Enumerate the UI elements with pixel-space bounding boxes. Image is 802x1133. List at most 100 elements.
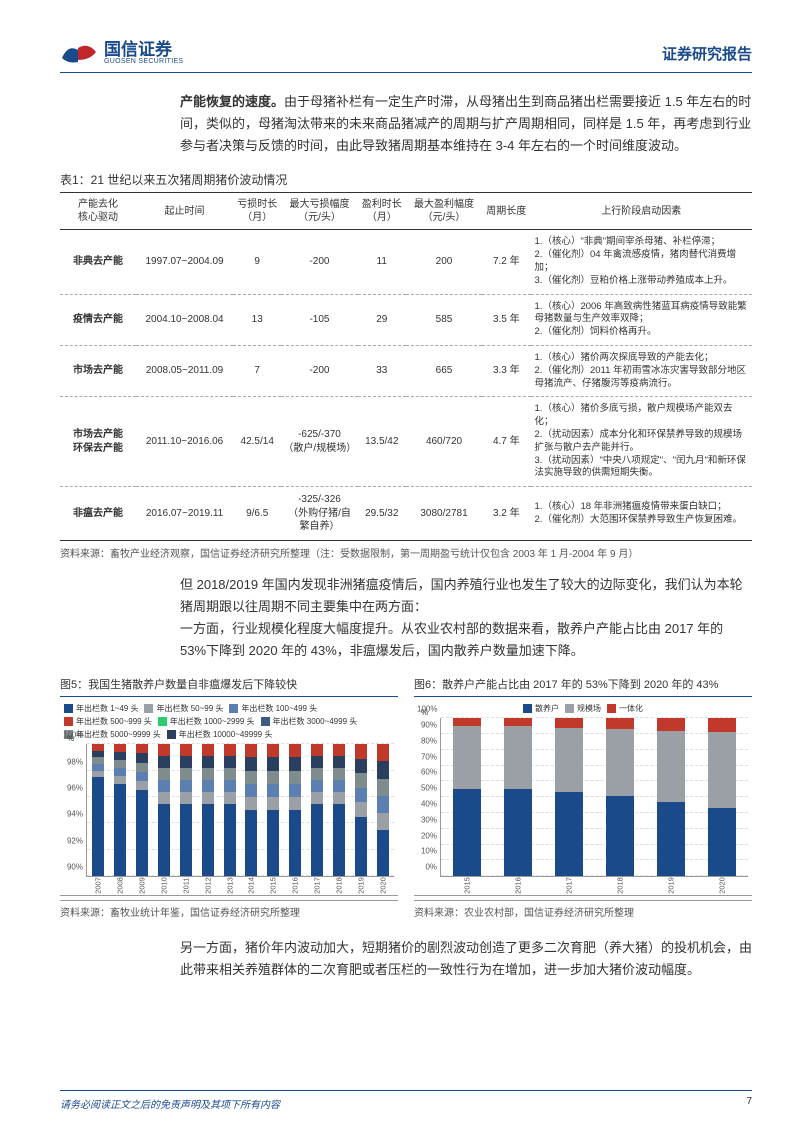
bar-stack bbox=[114, 744, 126, 876]
table-cell: 665 bbox=[406, 345, 482, 396]
table-cell: -200 bbox=[281, 230, 357, 294]
page-number: 7 bbox=[746, 1096, 752, 1111]
table-cell: -200 bbox=[281, 345, 357, 396]
bar-stack bbox=[136, 744, 148, 876]
x-tick: 2015 bbox=[269, 877, 278, 894]
table-cell: -325/-326 （外购仔猪/自 繁自养） bbox=[281, 487, 357, 541]
legend-item: 年出栏数 1000~2999 头 bbox=[158, 716, 255, 727]
bar-stack bbox=[158, 744, 170, 876]
x-tick: 2019 bbox=[357, 877, 366, 894]
fig6-plot: % 0%10%20%30%40%50%60%70%80%90%100%20152… bbox=[440, 718, 748, 877]
table-row: 非典去产能1997.07~2004.099-200112007.2 年1.（核心… bbox=[60, 230, 752, 294]
page-header: 国信证券 GUOSEN SECURITIES 证券研究报告 bbox=[60, 40, 752, 73]
x-tick: 2012 bbox=[203, 877, 212, 894]
y-tick: 94% bbox=[63, 810, 83, 819]
table-header: 盈利时长 （月） bbox=[358, 193, 406, 230]
bar-stack bbox=[245, 744, 257, 876]
chart-sources: 资料来源：畜牧业统计年鉴，国信证券经济研究所整理 资料来源：农业农村部，国信证券… bbox=[60, 900, 752, 933]
fig5-legend: 年出栏数 1~49 头年出栏数 50~99 头年出栏数 100~499 头年出栏… bbox=[64, 703, 394, 740]
table-cell: 1.（核心）"非典"期间宰杀母猪、补栏停滞； 2.（催化剂）04 年禽流感疫情，… bbox=[531, 230, 752, 294]
bar-stack bbox=[333, 744, 345, 876]
table-cell: 1.（核心）猪价两次探底导致的产能去化； 2.（催化剂）2011 年初雨雪冰冻灾… bbox=[531, 345, 752, 396]
table-cell: 2004.10~2008.04 bbox=[136, 294, 233, 345]
table1-source: 资料来源：畜牧产业经济观察，国信证券经济研究所整理（注：受数据限制，第一周期盈亏… bbox=[60, 545, 752, 560]
table-cell: 非瘟去产能 bbox=[60, 487, 136, 541]
bar-stack bbox=[224, 744, 236, 876]
table-cell: 7.2 年 bbox=[482, 230, 530, 294]
table-cell: 4.7 年 bbox=[482, 397, 530, 487]
y-tick: 30% bbox=[417, 815, 437, 824]
x-tick: 2009 bbox=[137, 877, 146, 894]
bar-stack bbox=[267, 744, 279, 876]
table-header: 起止时间 bbox=[136, 193, 233, 230]
intro-paragraph: 产能恢复的速度。由于母猪补栏有一定生产时滞，从母猪出生到商品猪出栏需要接近 1.… bbox=[180, 91, 752, 157]
table-cell: 585 bbox=[406, 294, 482, 345]
x-tick: 2015 bbox=[462, 877, 471, 894]
y-tick: 90% bbox=[417, 720, 437, 729]
table-cell: -105 bbox=[281, 294, 357, 345]
bar-stack bbox=[92, 744, 104, 876]
y-tick: 10% bbox=[417, 847, 437, 856]
x-tick: 2018 bbox=[335, 877, 344, 894]
table-cell: 11 bbox=[358, 230, 406, 294]
table-cell: 市场去产能 环保去产能 bbox=[60, 397, 136, 487]
legend-item: 年出栏数 50~99 头 bbox=[144, 703, 223, 714]
bar-stack bbox=[311, 744, 323, 876]
table-row: 市场去产能2008.05~2011.097-200336653.3 年1.（核心… bbox=[60, 345, 752, 396]
bar-stack bbox=[377, 744, 389, 876]
x-tick: 2013 bbox=[225, 877, 234, 894]
y-tick: 20% bbox=[417, 831, 437, 840]
fig6-legend: 散养户规模场一体化 bbox=[418, 703, 748, 714]
table-cell: 9 bbox=[233, 230, 281, 294]
legend-item: 年出栏数 500~999 头 bbox=[64, 716, 152, 727]
x-tick: 2017 bbox=[313, 877, 322, 894]
fig6-chart: 散养户规模场一体化 % 0%10%20%30%40%50%60%70%80%90… bbox=[414, 696, 752, 896]
para1-bold: 产能恢复的速度。 bbox=[180, 94, 284, 109]
x-tick: 2008 bbox=[115, 877, 124, 894]
table-cell: 3.5 年 bbox=[482, 294, 530, 345]
table-cell: 非典去产能 bbox=[60, 230, 136, 294]
brand-name-cn: 国信证券 bbox=[104, 41, 183, 58]
table-header: 周期长度 bbox=[482, 193, 530, 230]
table1-title: 表1：21 世纪以来五次猪周期猪价波动情况 bbox=[60, 171, 752, 188]
table-cell: 2008.05~2011.09 bbox=[136, 345, 233, 396]
x-tick: 2014 bbox=[247, 877, 256, 894]
legend-item: 规模场 bbox=[565, 703, 601, 714]
table-row: 市场去产能 环保去产能2011.10~2016.0642.5/14-625/-3… bbox=[60, 397, 752, 487]
bar-stack bbox=[202, 744, 214, 876]
table-header: 产能去化 核心驱动 bbox=[60, 193, 136, 230]
x-tick: 2011 bbox=[181, 878, 190, 894]
table-cell: 29.5/32 bbox=[358, 487, 406, 541]
y-tick: 92% bbox=[63, 836, 83, 845]
bar-stack bbox=[453, 718, 481, 876]
y-tick: 100% bbox=[63, 731, 83, 740]
mid-paragraph: 但 2018/2019 年国内发现非洲猪瘟疫情后，国内养殖行业也发生了较大的边际… bbox=[180, 574, 752, 662]
legend-item: 散养户 bbox=[523, 703, 559, 714]
legend-item: 一体化 bbox=[607, 703, 643, 714]
table-cell: 7 bbox=[233, 345, 281, 396]
bar-stack bbox=[504, 718, 532, 876]
bar-stack bbox=[555, 718, 583, 876]
fig6-title: 图6：散养户产能占比由 2017 年的 53%下降到 2020 年的 43% bbox=[414, 676, 752, 692]
x-tick: 2019 bbox=[667, 877, 676, 894]
bar-stack bbox=[708, 718, 736, 876]
table-row: 疫情去产能2004.10~2008.0413-105295853.5 年1.（核… bbox=[60, 294, 752, 345]
y-tick: 90% bbox=[63, 863, 83, 872]
legend-item: 年出栏数 3000~4999 头 bbox=[261, 716, 358, 727]
cycle-table: 产能去化 核心驱动起止时间亏损时长 （月）最大亏损幅度 （元/头）盈利时长 （月… bbox=[60, 192, 752, 541]
report-type-label: 证券研究报告 bbox=[662, 43, 752, 64]
fig5-source: 资料来源：畜牧业统计年鉴，国信证券经济研究所整理 bbox=[60, 900, 398, 919]
legend-item: 年出栏数 100~499 头 bbox=[229, 703, 317, 714]
chart-row: 图5：我国生猪散养户数量自非瘟爆发后下降较快 年出栏数 1~49 头年出栏数 5… bbox=[60, 676, 752, 896]
table-cell: 200 bbox=[406, 230, 482, 294]
fig5-chart: 年出栏数 1~49 头年出栏数 50~99 头年出栏数 100~499 头年出栏… bbox=[60, 696, 398, 896]
table-cell: 2016.07~2019.11 bbox=[136, 487, 233, 541]
fig6-source: 资料来源：农业农村部，国信证券经济研究所整理 bbox=[414, 900, 752, 919]
table-cell: 42.5/14 bbox=[233, 397, 281, 487]
x-tick: 2016 bbox=[291, 877, 300, 894]
disclaimer-text: 请务必阅读正文之后的免责声明及其项下所有内容 bbox=[60, 1096, 280, 1111]
table-cell: 460/720 bbox=[406, 397, 482, 487]
brand-logo-block: 国信证券 GUOSEN SECURITIES bbox=[60, 40, 183, 66]
brand-name-en: GUOSEN SECURITIES bbox=[104, 58, 183, 65]
bar-stack bbox=[355, 744, 367, 876]
